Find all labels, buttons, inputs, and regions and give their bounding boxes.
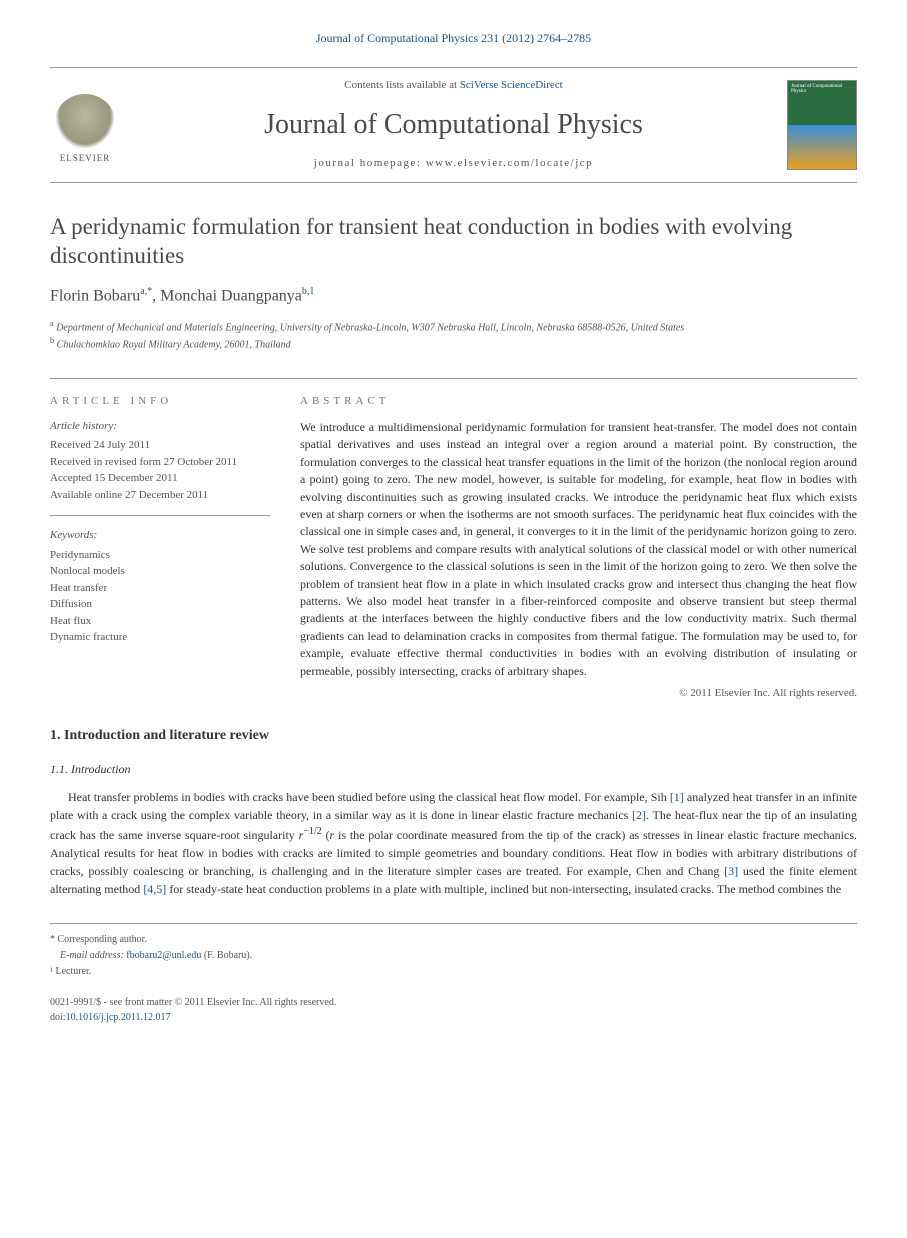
affiliation-text: Chulachomklao Royal Military Academy, 26… [57,340,291,351]
abstract-column: abstract We introduce a multidimensional… [300,394,857,702]
footnotes: * Corresponding author. E-mail address: … [50,923,857,980]
author-sep: , [152,288,160,305]
issn-line: 0021-9991/$ - see front matter © 2011 El… [50,995,857,1010]
para-text: for steady-state heat conduction problem… [166,882,841,896]
journal-cover-thumb[interactable]: Journal of Computational Physics [787,80,857,170]
masthead-center: Contents lists available at SciVerse Sci… [135,78,772,172]
history-line: Accepted 15 December 2011 [50,470,270,487]
affiliation-mark: a [50,319,54,328]
keywords-block: Keywords: Peridynamics Nonlocal models H… [50,528,270,657]
contents-prefix: Contents lists available at [344,79,459,91]
journal-reference: Journal of Computational Physics 231 (20… [50,30,857,47]
author-email-link[interactable]: fbobaru2@unl.edu [126,950,201,961]
email-label: E-mail address: [60,950,126,961]
keyword: Heat flux [50,613,270,630]
doi-link[interactable]: 10.1016/j.jcp.2011.12.017 [66,1012,171,1023]
author-name[interactable]: Monchai Duangpanya [160,288,302,305]
affiliation-mark: b [50,336,54,345]
keyword: Peridynamics [50,547,270,564]
abstract-copyright: © 2011 Elsevier Inc. All rights reserved… [300,686,857,701]
contents-line: Contents lists available at SciVerse Sci… [135,78,772,93]
keyword: Heat transfer [50,580,270,597]
corresponding-author-note: * Corresponding author. [50,932,857,948]
section-heading: 1. Introduction and literature review [50,726,857,746]
elsevier-name: ELSEVIER [60,152,111,165]
doi-prefix: doi: [50,1012,66,1023]
abstract-text: We introduce a multidimensional peridyna… [300,419,857,680]
affiliation-text: Department of Mechanical and Materials E… [56,322,684,333]
bottom-meta: 0021-9991/$ - see front matter © 2011 El… [50,995,857,1025]
elsevier-logo[interactable]: ELSEVIER [50,85,120,165]
info-abstract-row: article info Article history: Received 2… [50,378,857,702]
authors-list: Florin Bobarua,*, Monchai Duangpanyab,1 [50,285,857,308]
article-title: A peridynamic formulation for transient … [50,213,857,271]
affiliations: a Department of Mechanical and Materials… [50,318,857,353]
history-line: Available online 27 December 2011 [50,487,270,504]
masthead: ELSEVIER Contents lists available at Sci… [50,67,857,183]
journal-ref-vol: 231 (2012) 2764–2785 [481,31,591,45]
homepage-url[interactable]: www.elsevier.com/locate/jcp [426,157,593,169]
keyword: Diffusion [50,596,270,613]
journal-title: Journal of Computational Physics [135,105,772,144]
subsection-heading: 1.1. Introduction [50,761,857,778]
footnote-lecturer: ¹ Lecturer. [50,964,857,980]
article-info-column: article info Article history: Received 2… [50,394,270,702]
citation-link[interactable]: [2] [632,808,646,822]
math-sup: −1/2 [303,826,321,837]
cover-thumb-label: Journal of Computational Physics [788,81,856,98]
author-mark: a,* [140,286,152,297]
para-text: ( [322,828,330,842]
keyword: Dynamic fracture [50,629,270,646]
homepage-prefix: journal homepage: [314,157,426,169]
para-text: Heat transfer problems in bodies with cr… [68,790,670,804]
history-block: Article history: Received 24 July 2011 R… [50,419,270,516]
history-line: Received in revised form 27 October 2011 [50,454,270,471]
history-heading: Article history: [50,419,270,434]
author-mark: b,1 [302,286,315,297]
history-line: Received 24 July 2011 [50,437,270,454]
article-info-label: article info [50,394,270,409]
email-suffix: (F. Bobaru). [201,950,252,961]
affiliation: a Department of Mechanical and Materials… [50,318,857,335]
body-paragraph: Heat transfer problems in bodies with cr… [50,788,857,898]
citation-link[interactable]: [3] [724,864,738,878]
author-name[interactable]: Florin Bobaru [50,288,140,305]
abstract-label: abstract [300,394,857,409]
citation-link[interactable]: [4,5] [143,882,166,896]
email-line: E-mail address: fbobaru2@unl.edu (F. Bob… [50,948,857,964]
homepage-line: journal homepage: www.elsevier.com/locat… [135,156,772,171]
citation-link[interactable]: [1] [670,790,684,804]
doi-line: doi:10.1016/j.jcp.2011.12.017 [50,1010,857,1025]
sciencedirect-link[interactable]: SciVerse ScienceDirect [460,79,563,91]
affiliation: b Chulachomklao Royal Military Academy, … [50,335,857,352]
journal-ref-journal[interactable]: Journal of Computational Physics [316,31,478,45]
elsevier-tree-icon [55,94,115,149]
keywords-heading: Keywords: [50,528,270,543]
keyword: Nonlocal models [50,563,270,580]
